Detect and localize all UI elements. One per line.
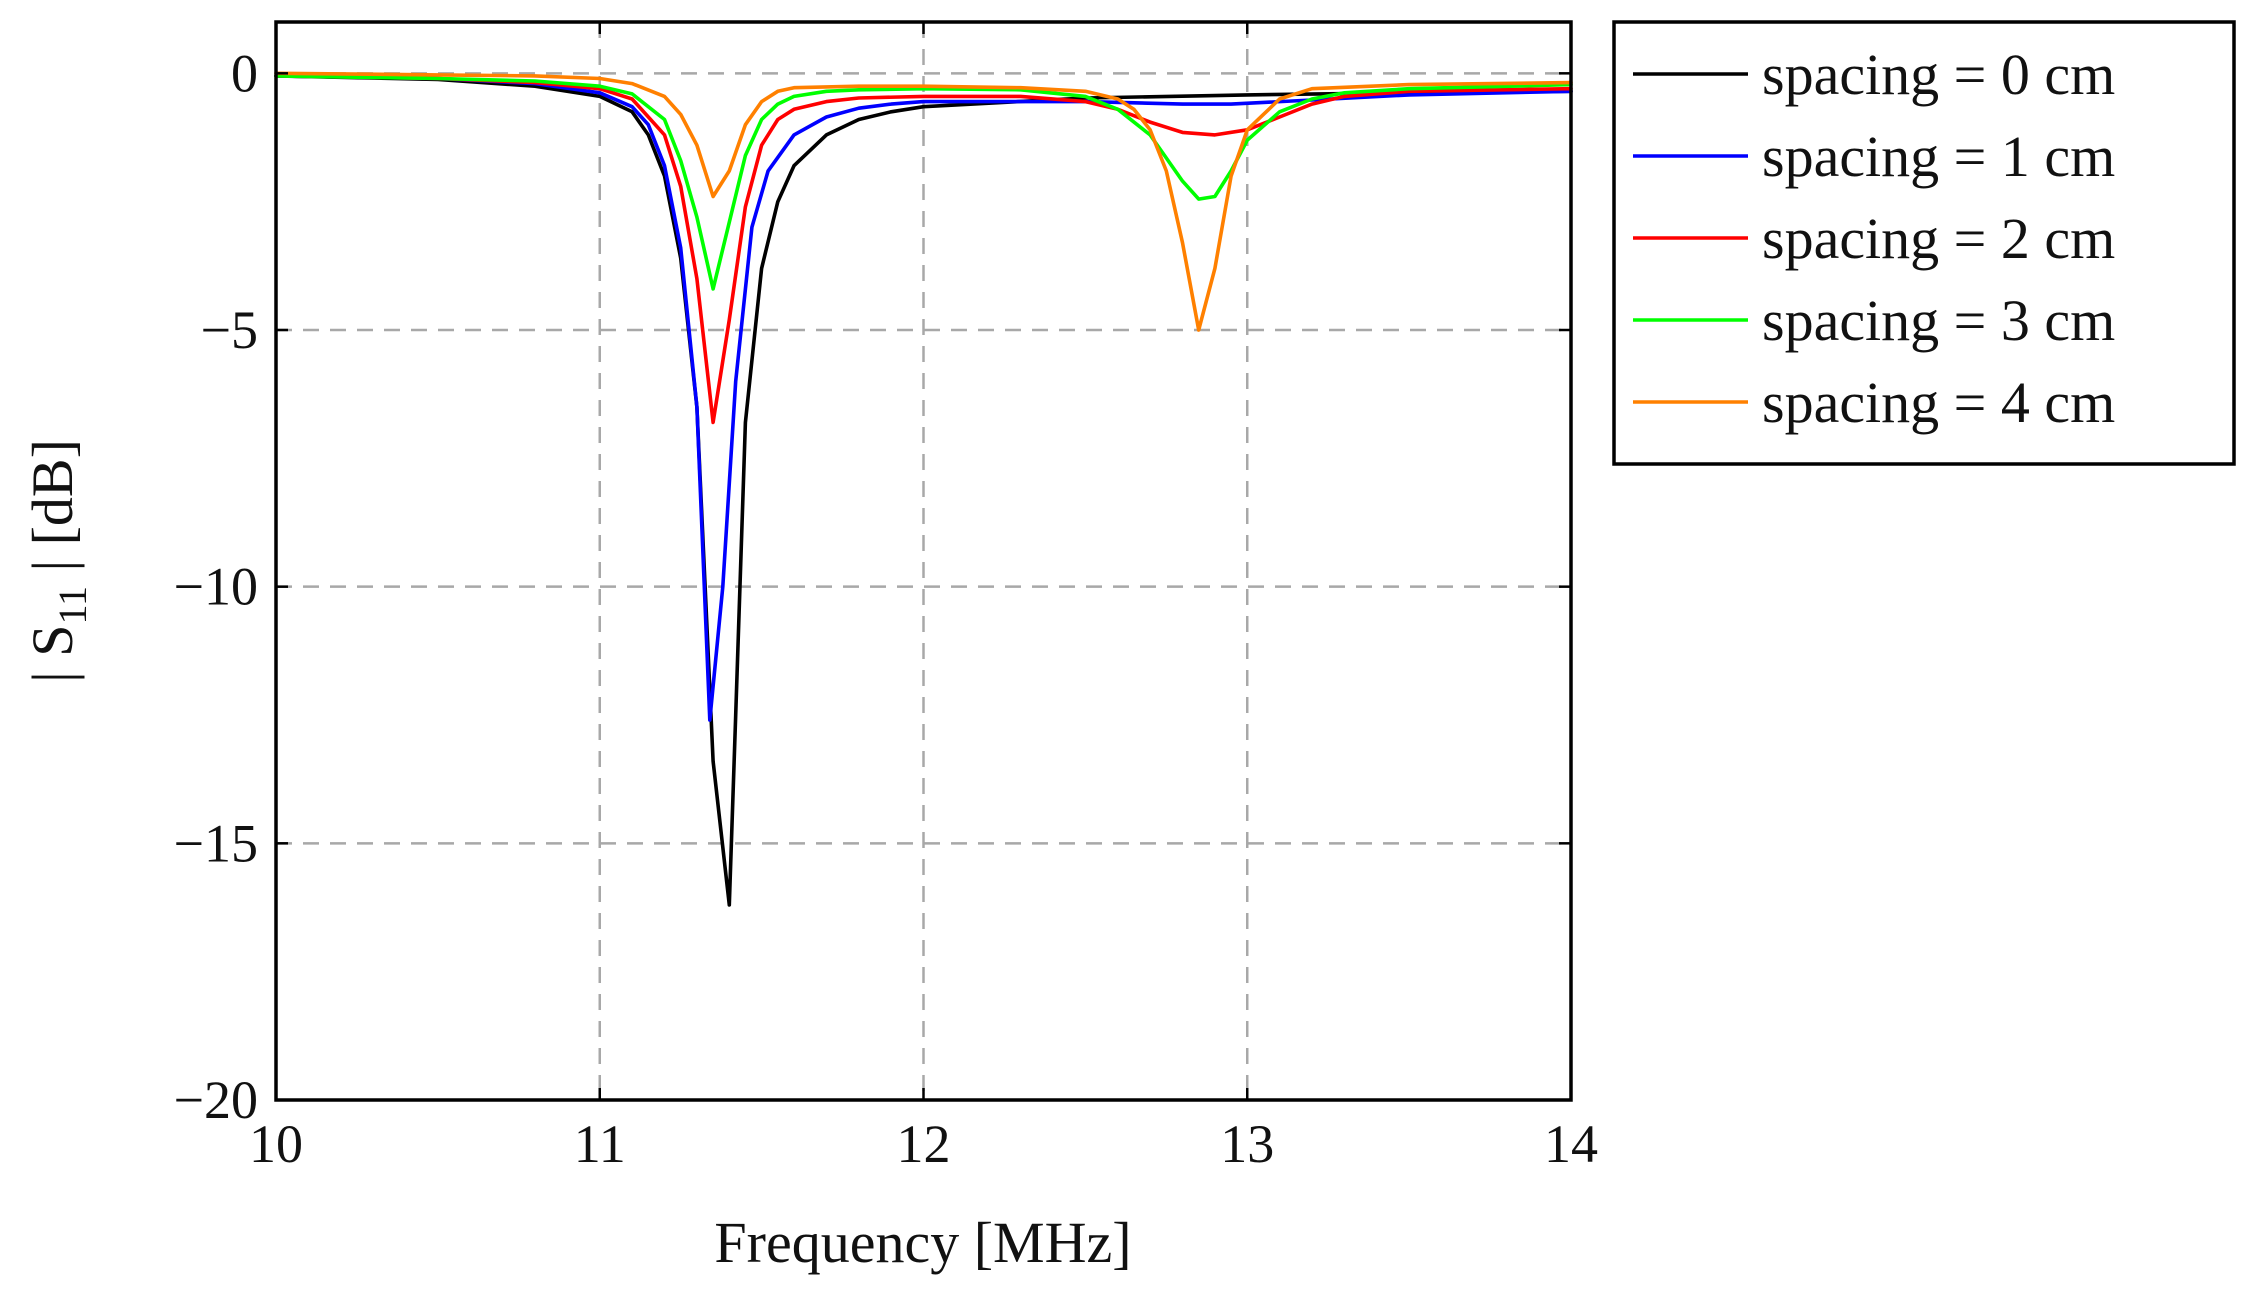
- y-tick-label: 0: [231, 43, 258, 103]
- series-line-3: [274, 74, 1573, 291]
- y-tick-label: −15: [174, 813, 258, 873]
- y-tick-label: −5: [201, 300, 258, 360]
- x-tick-label: 10: [249, 1114, 303, 1174]
- y-axis-label-part1: | S: [20, 625, 85, 683]
- legend-label-1: spacing = 1 cm: [1762, 124, 2115, 189]
- y-axis-label: | S11 | [dB]: [20, 439, 95, 683]
- y-axis-label-part2: | [dB]: [20, 439, 85, 586]
- series-line-2: [274, 74, 1573, 425]
- y-tick-labels: 0 −5 −10 −15 −20: [174, 43, 258, 1130]
- legend-label-0: spacing = 0 cm: [1762, 42, 2115, 107]
- series-line-0: [274, 74, 1573, 907]
- x-tick-labels: 10 11 12 13 14: [249, 1114, 1598, 1174]
- series-line-1: [274, 74, 1573, 722]
- x-tick-label: 13: [1220, 1114, 1274, 1174]
- ticks: [274, 22, 1573, 1102]
- plot-series: [274, 71, 1573, 907]
- plot-frame: [274, 20, 1573, 1102]
- legend-label-4: spacing = 4 cm: [1762, 370, 2115, 435]
- y-tick-label: −20: [174, 1070, 258, 1130]
- legend: spacing = 0 cm spacing = 1 cm spacing = 2 …: [1612, 20, 2236, 466]
- series-line-4: [274, 71, 1573, 332]
- legend-label-2: spacing = 2 cm: [1762, 206, 2115, 271]
- x-tick-label: 12: [897, 1114, 951, 1174]
- x-tick-label: 11: [574, 1114, 626, 1174]
- x-tick-label: 14: [1544, 1114, 1598, 1174]
- grid: [276, 22, 1571, 1100]
- x-axis-label: Frequency [MHz]: [714, 1210, 1131, 1275]
- y-tick-label: −10: [174, 557, 258, 617]
- y-axis-label-subscript: 11: [50, 586, 95, 625]
- legend-box: [1612, 20, 2236, 466]
- legend-label-3: spacing = 3 cm: [1762, 288, 2115, 353]
